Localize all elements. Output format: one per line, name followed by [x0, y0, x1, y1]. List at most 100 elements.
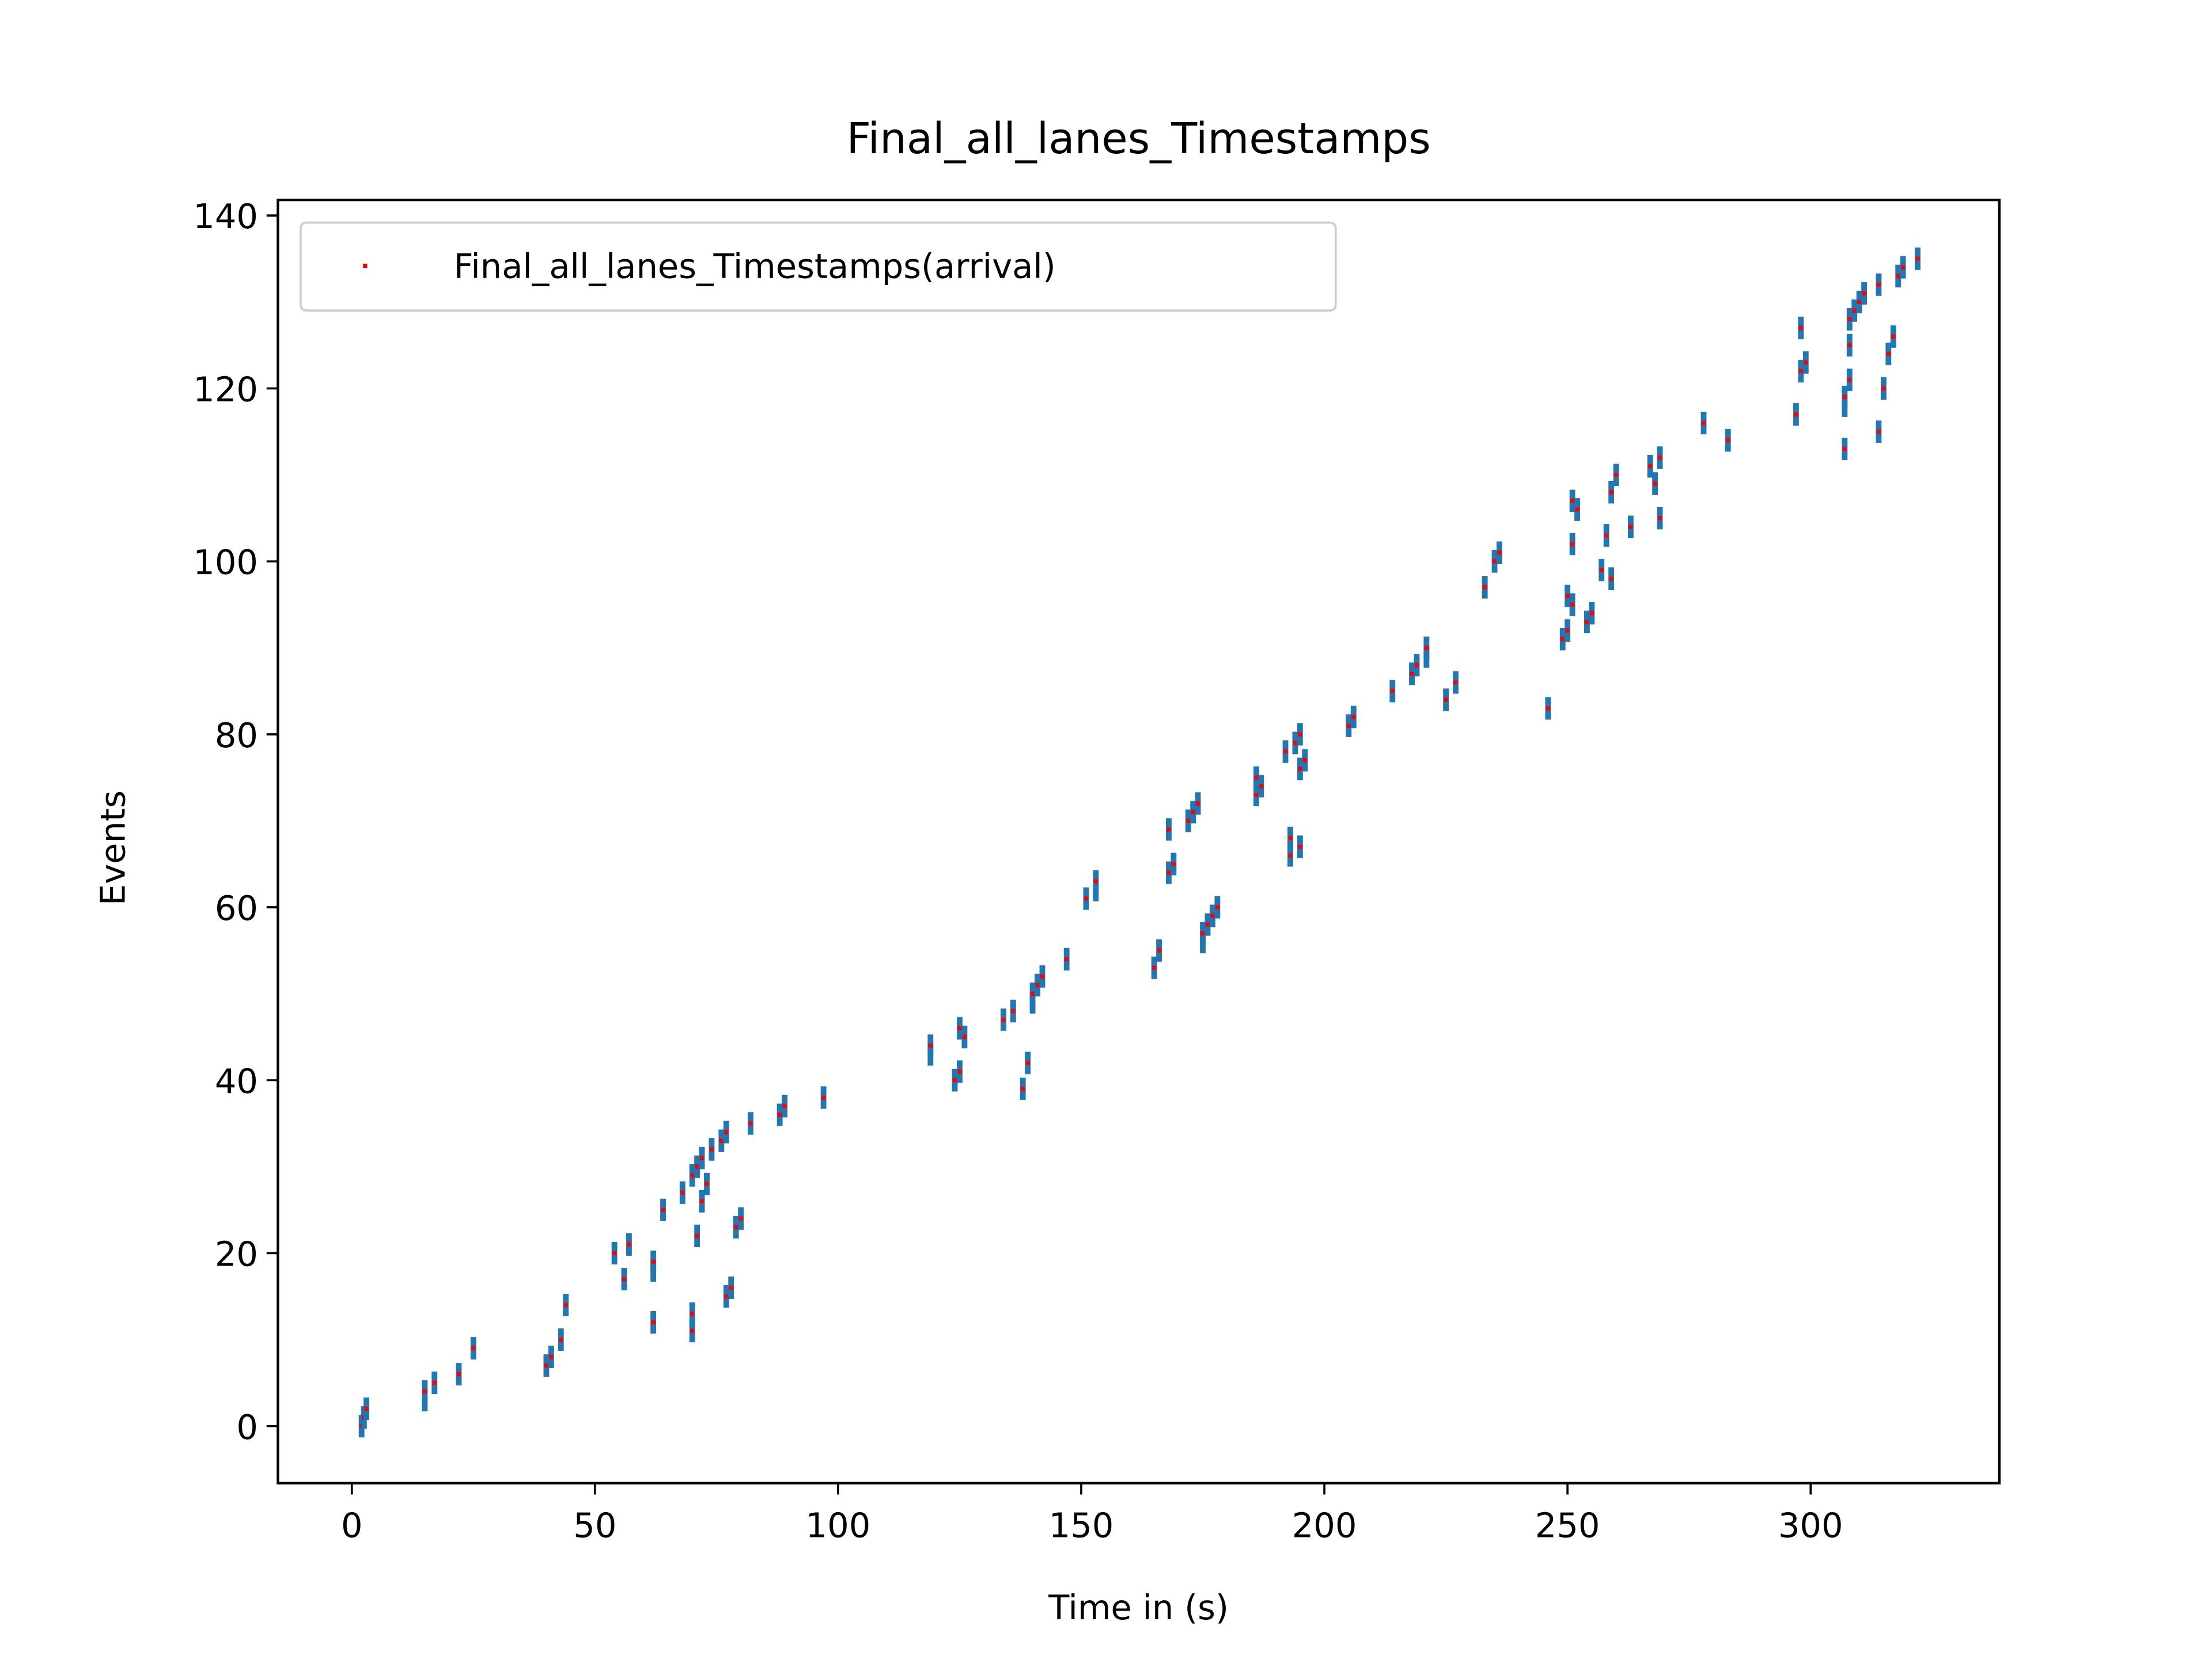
- point: [1842, 395, 1847, 400]
- point: [544, 1363, 549, 1368]
- point: [690, 1173, 695, 1178]
- point: [1609, 490, 1613, 495]
- point: [1084, 896, 1089, 901]
- legend-box: [300, 221, 1337, 312]
- point: [1804, 360, 1808, 365]
- point: [1613, 472, 1619, 478]
- point: [1847, 317, 1852, 321]
- point: [709, 1147, 714, 1152]
- point: [1444, 698, 1448, 702]
- y-axis-label: Events: [93, 790, 133, 906]
- point: [1351, 715, 1356, 719]
- point: [1657, 516, 1662, 521]
- point: [1166, 870, 1171, 875]
- point: [1609, 576, 1613, 581]
- point: [549, 1354, 554, 1359]
- point: [699, 1199, 704, 1204]
- point: [690, 1328, 695, 1334]
- point: [1701, 421, 1706, 426]
- point: [422, 1389, 427, 1394]
- point: [1497, 550, 1502, 555]
- legend-label: Final_all_lanes_Timestamps(arrival): [454, 246, 1056, 286]
- point: [957, 1069, 962, 1074]
- point: [1093, 879, 1099, 884]
- point: [1288, 836, 1293, 840]
- point: [651, 1320, 656, 1325]
- y-tick-label: 100: [193, 543, 258, 582]
- point: [1195, 801, 1200, 806]
- point: [680, 1190, 685, 1195]
- point: [1847, 377, 1852, 382]
- point: [1293, 741, 1298, 745]
- plot-frame: [276, 198, 2001, 1484]
- point: [1565, 593, 1570, 599]
- point: [1599, 567, 1604, 573]
- point: [1298, 732, 1302, 737]
- x-axis-label: Time in (s): [1048, 1588, 1229, 1627]
- point: [962, 1035, 967, 1039]
- point: [704, 1181, 709, 1187]
- point: [1876, 429, 1881, 434]
- x-tick-label: 300: [1778, 1505, 1843, 1545]
- point: [1798, 369, 1804, 373]
- point: [1570, 541, 1575, 547]
- point: [559, 1337, 563, 1342]
- point: [719, 1138, 724, 1143]
- point: [738, 1216, 743, 1221]
- point: [1886, 351, 1891, 356]
- y-tick-label: 60: [215, 888, 258, 928]
- point: [622, 1277, 627, 1282]
- point: [1647, 464, 1653, 469]
- legend-marker: [363, 263, 368, 268]
- point: [1298, 767, 1302, 771]
- point: [1857, 300, 1862, 304]
- point: [1585, 619, 1589, 624]
- point: [1794, 412, 1798, 417]
- point: [1891, 334, 1896, 339]
- point: [1575, 507, 1580, 512]
- point: [1288, 853, 1293, 858]
- point: [1565, 628, 1570, 633]
- point: [1570, 602, 1575, 607]
- y-tick-label: 140: [193, 196, 258, 236]
- point: [627, 1242, 631, 1247]
- point: [456, 1372, 461, 1377]
- point: [1570, 498, 1575, 503]
- point: [1152, 965, 1157, 970]
- point: [1298, 844, 1302, 849]
- point: [471, 1346, 476, 1351]
- chart-title: Final_all_lanes_Timestamps: [847, 114, 1431, 164]
- point: [1453, 680, 1458, 685]
- point: [928, 1043, 933, 1048]
- x-tick-label: 0: [341, 1505, 363, 1545]
- point: [1876, 282, 1881, 287]
- point: [1390, 689, 1395, 694]
- point: [1283, 749, 1288, 754]
- point: [1900, 265, 1906, 270]
- point: [1726, 438, 1730, 443]
- x-tick-label: 100: [806, 1505, 871, 1545]
- point: [1896, 274, 1900, 278]
- x-tick-label: 250: [1535, 1505, 1600, 1545]
- point: [724, 1294, 729, 1299]
- y-tick-label: 40: [215, 1061, 258, 1101]
- point: [1410, 672, 1414, 676]
- point: [821, 1095, 826, 1100]
- point: [729, 1285, 733, 1290]
- point: [1881, 386, 1886, 391]
- point: [1560, 637, 1565, 642]
- point: [1424, 645, 1429, 650]
- point: [1030, 991, 1035, 996]
- point: [782, 1104, 787, 1108]
- point: [1862, 291, 1866, 296]
- point: [1254, 793, 1259, 797]
- point: [651, 1259, 656, 1264]
- y-tick-label: 0: [236, 1407, 258, 1447]
- x-tick-label: 150: [1049, 1505, 1114, 1545]
- point: [1414, 662, 1419, 668]
- point: [957, 1026, 962, 1031]
- point: [1254, 775, 1259, 780]
- point: [1653, 481, 1657, 486]
